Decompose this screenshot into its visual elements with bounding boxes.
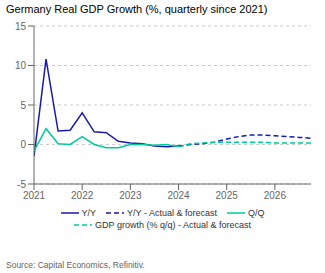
html-text:Germany Real GDP Growth (%, qu: Germany Real GDP Growth (%, quarterly si… bbox=[6, 3, 268, 15]
svg-text:2022: 2022 bbox=[71, 190, 94, 201]
svg-text:2025: 2025 bbox=[216, 190, 239, 201]
svg-text:2023: 2023 bbox=[119, 190, 142, 201]
svg-text:2021: 2021 bbox=[23, 190, 46, 201]
svg-text:15: 15 bbox=[15, 21, 27, 32]
svg-text:0: 0 bbox=[20, 139, 26, 150]
html-text:GDP growth (% q/q) - Actual &: GDP growth (% q/q) - Actual & forecast bbox=[95, 220, 251, 230]
svg-text:10: 10 bbox=[15, 60, 27, 71]
html-text:Y/Y - Actual & forecast: Y/Y - Actual & forecast bbox=[127, 208, 217, 218]
html-text:Source: Capital Economics, Ref: Source: Capital Economics, Refinitiv. bbox=[6, 260, 145, 270]
html-text:Q/Q: Q/Q bbox=[247, 208, 265, 218]
svg-text:2026: 2026 bbox=[264, 190, 287, 201]
svg-text:-5: -5 bbox=[17, 179, 26, 190]
html-text:Y/Y: Y/Y bbox=[81, 208, 96, 218]
svg-text:2024: 2024 bbox=[167, 190, 190, 201]
svg-text:5: 5 bbox=[20, 100, 26, 111]
